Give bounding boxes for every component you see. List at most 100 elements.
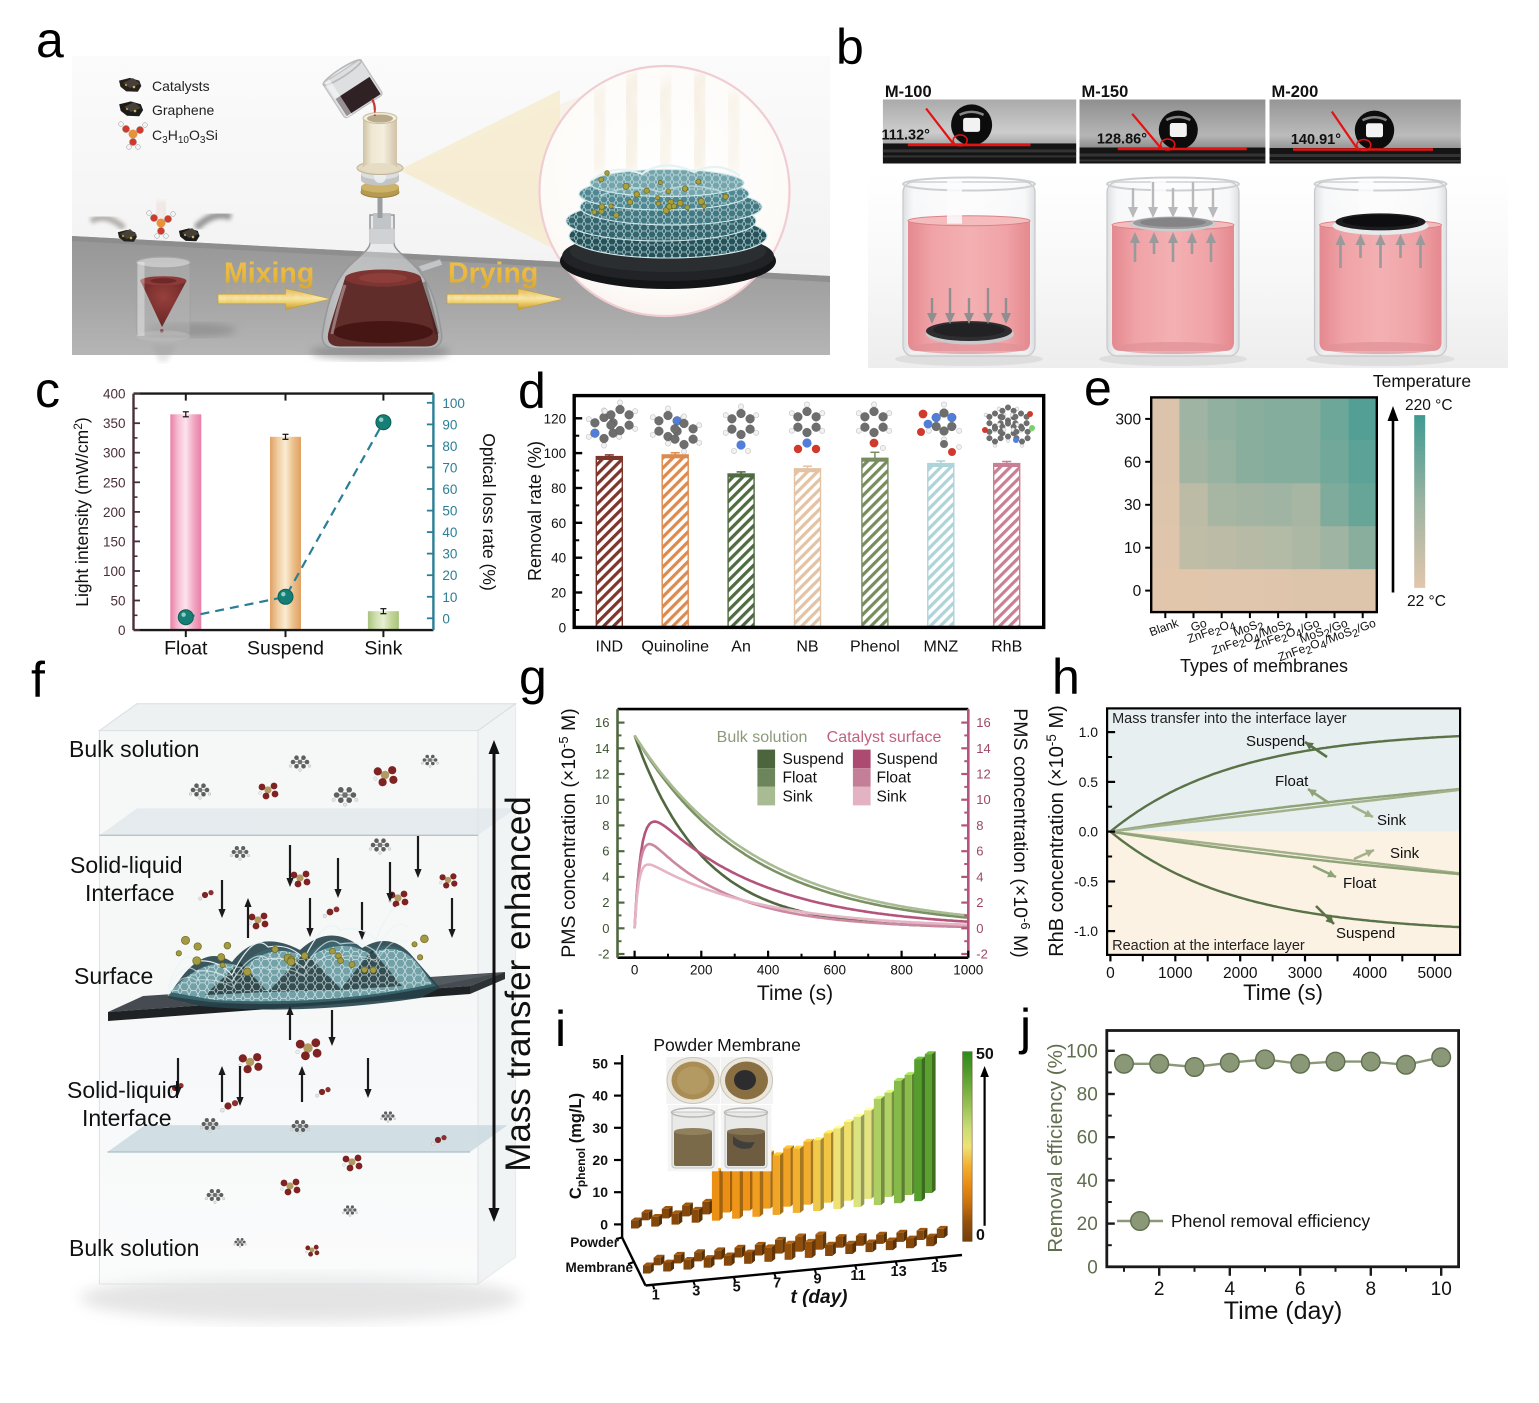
svg-text:200: 200 [103,505,126,520]
svg-text:0: 0 [559,620,567,635]
svg-text:Sink: Sink [1390,845,1420,862]
svg-text:M-150: M-150 [1082,83,1129,101]
svg-text:10: 10 [976,792,990,807]
svg-text:9: 9 [814,1272,822,1288]
svg-text:Interface: Interface [85,880,175,906]
svg-text:20: 20 [442,568,457,583]
svg-text:Suspend: Suspend [1246,733,1305,750]
svg-text:12: 12 [595,767,609,782]
svg-text:Go: Go [1189,616,1209,635]
svg-text:M-200: M-200 [1272,83,1319,101]
svg-text:-2: -2 [976,947,988,962]
svg-text:6: 6 [602,844,609,859]
svg-text:13: 13 [891,1264,907,1280]
svg-text:6: 6 [1295,1279,1306,1300]
svg-text:Sink: Sink [783,788,813,805]
svg-text:14: 14 [595,741,609,756]
svg-text:Float: Float [1275,773,1309,790]
svg-text:16: 16 [976,715,990,730]
svg-text:0: 0 [631,963,639,978]
svg-text:0: 0 [600,1216,608,1232]
svg-text:PMS concentration (×10-5 M): PMS concentration (×10-5 M) [556,708,580,957]
svg-text:5000: 5000 [1418,965,1453,982]
svg-text:600: 600 [824,963,847,978]
svg-text:4: 4 [602,869,609,884]
svg-text:22 °C: 22 °C [1407,593,1446,610]
svg-text:7: 7 [773,1276,781,1292]
svg-text:100: 100 [544,446,567,461]
svg-text:111.32°: 111.32° [881,127,930,143]
svg-text:128.86°: 128.86° [1097,132,1147,148]
svg-text:2: 2 [976,895,983,910]
svg-text:t (day): t (day) [791,1287,848,1308]
svg-text:50: 50 [442,504,457,519]
svg-text:30: 30 [442,547,457,562]
svg-text:Optical loss rate (%): Optical loss rate (%) [479,433,499,591]
svg-text:Mass transfer enhanced: Mass transfer enhanced [499,796,538,1171]
svg-text:Float: Float [164,638,208,660]
svg-text:Phenol removal efficiency: Phenol removal efficiency [1171,1211,1370,1231]
svg-text:0.0: 0.0 [1079,824,1099,840]
svg-text:10: 10 [592,1184,608,1200]
svg-text:Bulk solution: Bulk solution [717,729,808,746]
svg-text:Sink: Sink [1377,812,1407,829]
svg-text:0: 0 [1133,583,1142,600]
svg-text:Membrane: Membrane [565,1260,633,1275]
svg-text:Suspend: Suspend [247,638,324,660]
svg-text:An: An [731,638,751,655]
svg-text:Types of membranes: Types of membranes [1180,656,1348,676]
svg-text:400: 400 [103,387,126,402]
svg-text:30: 30 [1124,497,1142,514]
svg-text:80: 80 [551,481,566,496]
svg-text:100: 100 [103,564,126,579]
svg-text:220 °C: 220 °C [1405,397,1453,414]
svg-text:40: 40 [1077,1171,1098,1192]
svg-text:2: 2 [1154,1279,1165,1300]
svg-text:-2: -2 [598,947,610,962]
svg-text:10: 10 [595,792,609,807]
svg-text:Mixing: Mixing [224,258,314,290]
svg-text:10: 10 [442,590,457,605]
svg-text:60: 60 [1077,1128,1098,1149]
svg-text:60: 60 [551,516,566,531]
svg-text:250: 250 [103,475,126,490]
svg-text:Time (day): Time (day) [1224,1297,1343,1325]
svg-text:10: 10 [1124,540,1142,557]
svg-text:0: 0 [976,921,983,936]
svg-text:0: 0 [1087,1257,1098,1278]
svg-text:0.5: 0.5 [1079,774,1099,790]
svg-text:Suspend: Suspend [783,751,844,768]
svg-text:50: 50 [592,1055,608,1071]
svg-text:5: 5 [733,1280,741,1296]
svg-text:300: 300 [1115,411,1141,428]
svg-text:-1.0: -1.0 [1074,923,1098,939]
svg-text:Temperature: Temperature [1373,371,1471,391]
svg-text:1000: 1000 [953,963,983,978]
svg-text:Surface: Surface [74,963,153,989]
svg-text:300: 300 [103,446,126,461]
svg-text:800: 800 [890,963,913,978]
svg-text:Bulk solution: Bulk solution [69,736,199,762]
svg-text:Light intensity (mW/cm2): Light intensity (mW/cm2) [71,417,92,607]
svg-text:NB: NB [796,638,818,655]
svg-text:Removal rate (%): Removal rate (%) [525,441,545,581]
svg-text:70: 70 [442,460,457,475]
svg-text:80: 80 [1077,1085,1098,1106]
svg-text:350: 350 [103,416,126,431]
svg-text:140.91°: 140.91° [1291,132,1341,148]
svg-text:Blank: Blank [1147,615,1181,639]
svg-text:RhB: RhB [991,638,1022,655]
svg-text:Phenol: Phenol [850,638,900,655]
svg-text:3: 3 [692,1283,700,1299]
svg-text:200: 200 [690,963,713,978]
svg-text:Membrane: Membrane [717,1035,801,1055]
svg-text:Float: Float [877,770,912,787]
svg-text:8: 8 [976,818,983,833]
svg-text:50: 50 [976,1046,994,1063]
svg-text:2000: 2000 [1223,965,1258,982]
svg-text:PMS concentration (×10-6 M): PMS concentration (×10-6 M) [1009,708,1033,957]
svg-text:1: 1 [652,1287,660,1303]
svg-text:100: 100 [1066,1041,1098,1062]
svg-text:Graphene: Graphene [152,102,214,118]
svg-text:Suspend: Suspend [1336,925,1395,942]
